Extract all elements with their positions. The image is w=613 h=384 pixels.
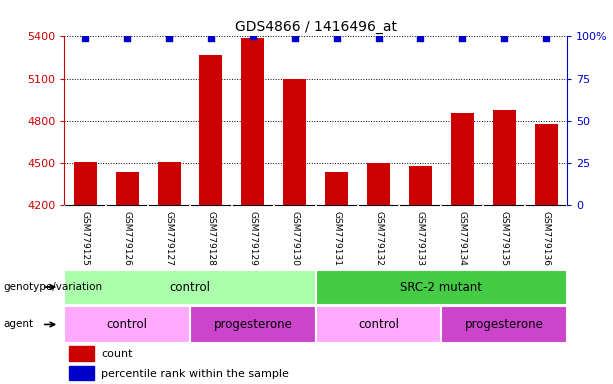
Bar [409,166,432,205]
Point [248,33,257,40]
Bar [158,162,181,205]
Text: genotype/variation: genotype/variation [3,282,102,292]
Text: GSM779133: GSM779133 [416,210,425,265]
Bar [441,306,567,343]
Text: SRC-2 mutant: SRC-2 mutant [400,281,482,293]
Text: control: control [107,318,148,331]
Point [541,35,551,41]
Bar [242,38,264,205]
Text: control: control [170,281,210,293]
Text: GSM779125: GSM779125 [81,210,90,265]
Point [206,35,216,41]
Text: GSM779126: GSM779126 [123,210,132,265]
Text: percentile rank within the sample: percentile rank within the sample [101,369,289,379]
Title: GDS4866 / 1416496_at: GDS4866 / 1416496_at [235,20,397,34]
Text: GSM779128: GSM779128 [207,210,216,265]
Text: progesterone: progesterone [213,318,292,331]
Bar [283,79,306,205]
Bar [316,306,441,343]
Point [499,35,509,41]
Bar [316,270,567,305]
Bar [64,306,190,343]
Point [332,35,341,41]
Text: GSM779130: GSM779130 [290,210,299,265]
Bar [325,172,348,205]
Bar [199,55,223,205]
Point [290,35,300,41]
Bar [116,172,139,205]
Text: GSM779134: GSM779134 [458,210,467,265]
Text: agent: agent [3,319,33,329]
Text: GSM779132: GSM779132 [374,210,383,265]
Point [122,35,132,41]
Bar [69,346,94,361]
Text: count: count [101,349,132,359]
Bar [367,163,390,205]
Bar [451,113,474,205]
Bar [64,270,316,305]
Text: GSM779131: GSM779131 [332,210,341,265]
Bar [493,110,516,205]
Point [164,35,174,41]
Point [457,35,467,41]
Text: progesterone: progesterone [465,318,544,331]
Bar [190,306,316,343]
Text: GSM779129: GSM779129 [248,210,257,265]
Point [416,35,425,41]
Bar [74,162,97,205]
Bar [69,366,94,380]
Point [80,35,90,41]
Text: GSM779136: GSM779136 [541,210,550,265]
Text: GSM779135: GSM779135 [500,210,509,265]
Bar [535,124,558,205]
Text: GSM779127: GSM779127 [164,210,173,265]
Text: control: control [358,318,399,331]
Point [373,35,384,41]
